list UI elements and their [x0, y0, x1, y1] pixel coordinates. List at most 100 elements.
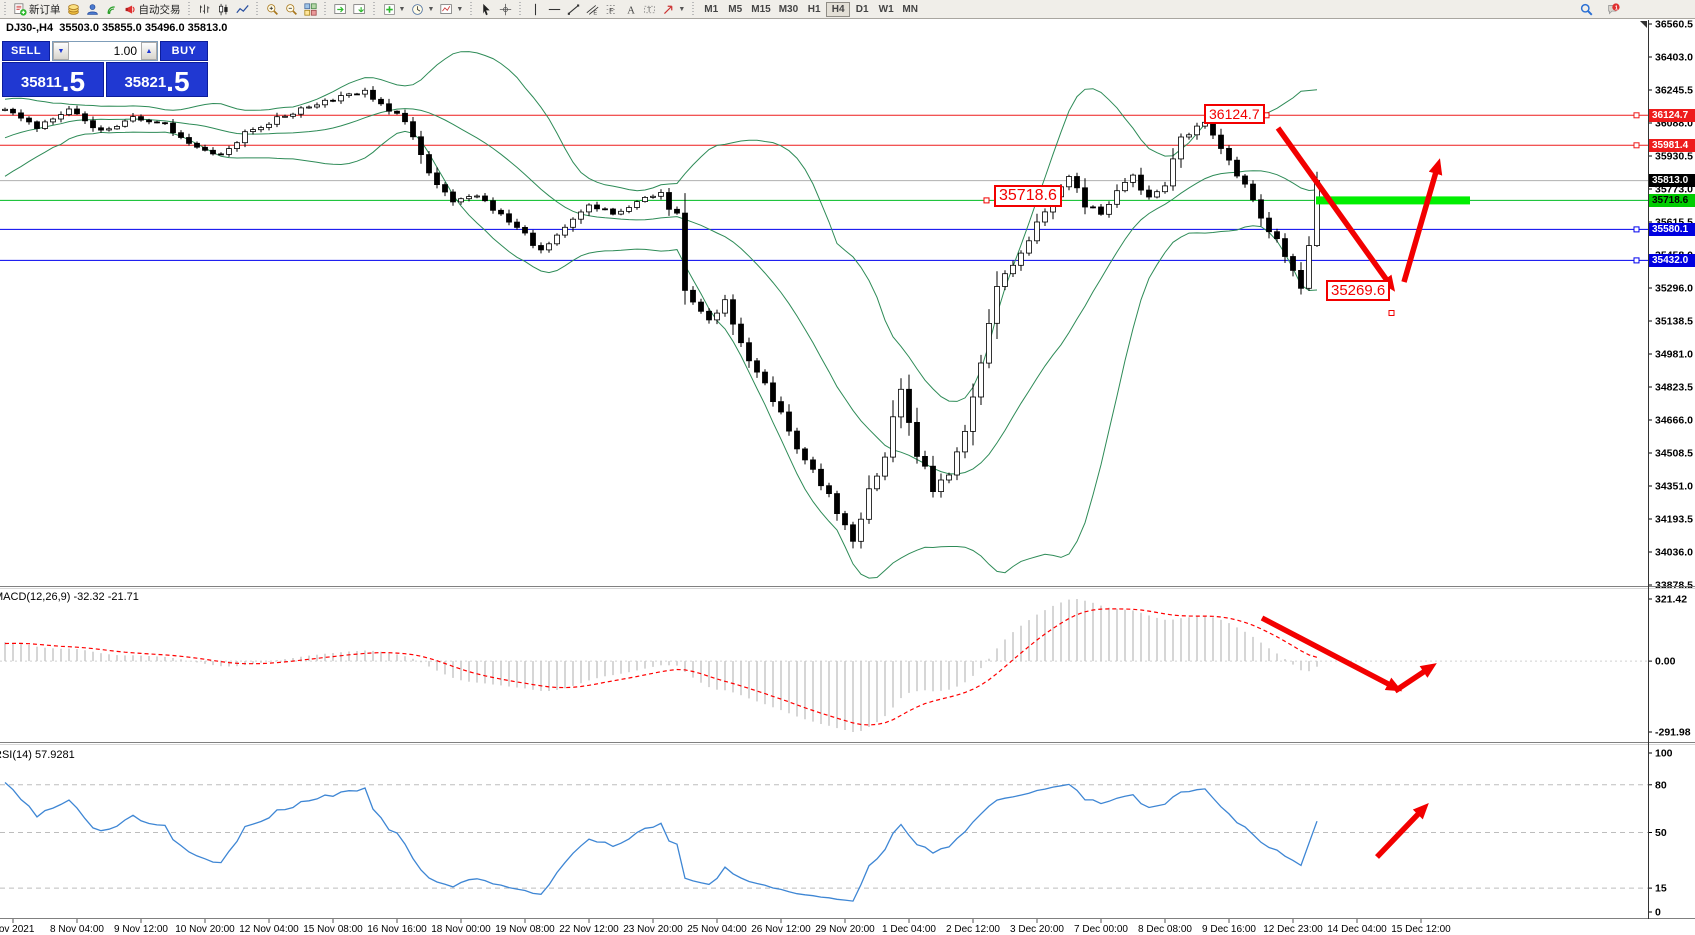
chart-window[interactable]: DJ30-,H4 35503.0 35855.0 35496.0 35813.0… [0, 18, 1695, 935]
timeframe-m5-button[interactable]: M5 [723, 2, 747, 17]
svg-text:0.00: 0.00 [1655, 656, 1676, 668]
alerts-button[interactable] [102, 1, 121, 17]
auto-scroll-button[interactable] [350, 1, 369, 17]
chart-shift-button[interactable] [331, 1, 350, 17]
sell-price-display[interactable]: 35811.5 [2, 62, 104, 97]
toolbar-grip [371, 2, 377, 16]
timeframe-m30-button[interactable]: M30 [775, 2, 802, 17]
svg-text:34036.0: 34036.0 [1655, 547, 1693, 559]
zoom-in-button[interactable] [263, 1, 282, 17]
main-toolbar: 新订单 自动交易 ▼ ▼ ▼ E F A T ▼ M1 M5 M15 M30 H1 H4 D1 W1 MN 1 [0, 0, 1695, 19]
timeframe-w1-button[interactable]: W1 [874, 2, 898, 17]
timeframe-h1-button[interactable]: H1 [802, 2, 826, 17]
rsi-indicator-label: RSI(14) 57.9281 [0, 749, 75, 761]
svg-text:23 Nov 20:00: 23 Nov 20:00 [623, 924, 683, 935]
price-callout-35718.6[interactable]: 35718.6 [994, 185, 1062, 207]
trendline-tool-button[interactable] [564, 1, 583, 17]
crosshair-tool-button[interactable] [496, 1, 515, 17]
price-badge-35580.1: 35580.1 [1649, 223, 1695, 236]
symbol-ohlc-header: DJ30-,H4 35503.0 35855.0 35496.0 35813.0 [6, 22, 227, 34]
svg-text:33878.5: 33878.5 [1655, 580, 1693, 592]
vline-icon [529, 3, 542, 16]
timeframe-m1-button[interactable]: M1 [699, 2, 723, 17]
navigator-button[interactable] [83, 1, 102, 17]
svg-text:35930.5: 35930.5 [1655, 151, 1693, 163]
bar-chart-button[interactable] [195, 1, 214, 17]
timeframe-d1-button[interactable]: D1 [850, 2, 874, 17]
periods-menu-button[interactable]: ▼ [408, 1, 437, 17]
svg-text:34193.5: 34193.5 [1655, 514, 1693, 526]
price-badge-36124.7: 36124.7 [1649, 109, 1695, 122]
text-tool-button[interactable]: A [621, 1, 640, 17]
text-label-tool-button[interactable]: T [640, 1, 659, 17]
chart-shift-icon [333, 3, 347, 16]
autotrading-button[interactable]: 自动交易 [121, 1, 184, 17]
fibonacci-icon: F [605, 3, 618, 16]
periods-icon [411, 3, 424, 16]
templates-menu-button[interactable]: ▼ [437, 1, 466, 17]
price-badge-35813.0: 35813.0 [1649, 174, 1695, 187]
toolbar-grip [186, 2, 192, 16]
buy-price-big: 35821 [124, 74, 167, 91]
search-button[interactable] [1577, 1, 1596, 17]
horizontal-line-tool-button[interactable] [545, 1, 564, 17]
buy-price-display[interactable]: 35821.5 [106, 62, 208, 97]
symbol-label: DJ30-,H4 [6, 22, 54, 34]
price-callout-36124.7[interactable]: 36124.7 [1204, 104, 1265, 124]
sell-price-big: 35811 [20, 74, 62, 91]
svg-text:16 Nov 16:00: 16 Nov 16:00 [367, 924, 427, 935]
equidistant-channel-tool-button[interactable]: E [583, 1, 602, 17]
vertical-line-tool-button[interactable] [526, 1, 545, 17]
timeframe-h4-button[interactable]: H4 [826, 1, 851, 17]
shapes-icon [662, 3, 675, 16]
svg-text:14 Dec 04:00: 14 Dec 04:00 [1327, 924, 1387, 935]
buy-button[interactable]: BUY [160, 41, 208, 61]
new-order-icon [14, 2, 27, 16]
macd-indicator-label: MACD(12,26,9) -32.32 -21.71 [0, 591, 139, 603]
zoom-out-icon [285, 3, 298, 16]
svg-text:50: 50 [1655, 827, 1667, 839]
community-notification-button[interactable]: 1 [1604, 1, 1623, 17]
fibonacci-tool-button[interactable]: F [602, 1, 621, 17]
cursor-tool-button[interactable] [477, 1, 496, 17]
timeframe-m15-button[interactable]: M15 [747, 2, 774, 17]
svg-text:26 Nov 12:00: 26 Nov 12:00 [751, 924, 811, 935]
indicators-menu-button[interactable]: ▼ [380, 1, 409, 17]
toolbar-grip [322, 2, 328, 16]
dropdown-caret-icon: ▼ [427, 5, 435, 13]
tile-windows-button[interactable] [301, 1, 320, 17]
svg-text:15 Dec 12:00: 15 Dec 12:00 [1391, 924, 1451, 935]
cursor-icon [480, 3, 493, 16]
volume-decrease-button[interactable]: ▼ [53, 42, 69, 60]
buy-price-pips: .5 [166, 66, 190, 97]
navigator-icon [86, 3, 99, 16]
svg-text:321.42: 321.42 [1655, 594, 1687, 606]
ohlc-values: 35503.0 35855.0 35496.0 35813.0 [59, 22, 228, 34]
line-chart-button[interactable] [233, 1, 252, 17]
svg-text:12 Dec 23:00: 12 Dec 23:00 [1263, 924, 1323, 935]
arrows-tool-button[interactable]: ▼ [659, 1, 688, 17]
price-chart-canvas[interactable]: 36560.536403.036245.536088.035930.535773… [0, 19, 1695, 935]
svg-text:E: E [594, 10, 598, 16]
price-callout-35269.6[interactable]: 35269.6 [1326, 280, 1391, 301]
zoom-out-button[interactable] [282, 1, 301, 17]
timeframe-mn-button[interactable]: MN [898, 2, 922, 17]
sell-button[interactable]: SELL [2, 41, 50, 61]
svg-text:29 Nov 20:00: 29 Nov 20:00 [815, 924, 875, 935]
sell-price-pips: .5 [61, 66, 86, 97]
svg-text:36403.0: 36403.0 [1655, 52, 1693, 64]
svg-text:Nov 2021: Nov 2021 [0, 924, 35, 935]
volume-input[interactable] [69, 42, 141, 60]
chat-badge-icon: 1 [1608, 2, 1620, 15]
volume-stepper: ▼ ▲ [52, 41, 158, 61]
svg-text:35296.0: 35296.0 [1655, 283, 1693, 295]
svg-text:15 Nov 08:00: 15 Nov 08:00 [303, 924, 363, 935]
svg-text:34981.0: 34981.0 [1655, 349, 1693, 361]
tile-windows-icon [303, 2, 317, 16]
zoom-in-icon [266, 3, 279, 16]
candlestick-chart-button[interactable] [214, 1, 233, 17]
toolbar-grip [691, 2, 697, 16]
history-center-button[interactable] [64, 1, 83, 17]
new-order-button[interactable]: 新订单 [11, 1, 64, 17]
volume-increase-button[interactable]: ▲ [141, 42, 157, 60]
